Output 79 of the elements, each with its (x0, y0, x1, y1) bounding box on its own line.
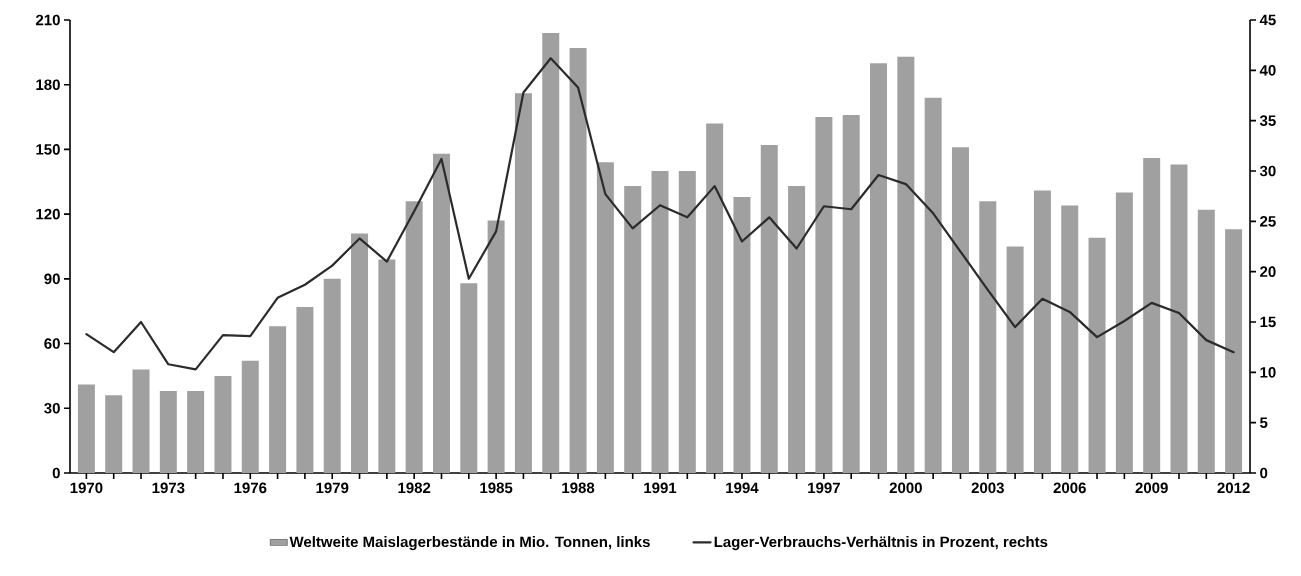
bar (214, 375, 232, 473)
x-tick-label: 1991 (644, 482, 677, 494)
x-tick-label: 1979 (316, 482, 349, 494)
x-tick-label: 2003 (971, 482, 1004, 494)
bar (678, 171, 696, 473)
bar (1088, 237, 1106, 473)
bar (733, 196, 751, 473)
bar (487, 220, 505, 473)
line-series (85, 57, 1235, 371)
bar (815, 117, 833, 473)
bar (870, 63, 888, 473)
bar (951, 147, 969, 473)
y2-tick-label: 10 (1260, 367, 1276, 378)
y2-tick-label: 45 (1259, 14, 1276, 26)
bar (569, 48, 587, 473)
bar (187, 391, 205, 473)
bar (1225, 229, 1243, 473)
bar (77, 384, 95, 473)
bar (132, 369, 150, 473)
bar (514, 93, 532, 473)
y-tick-label: 60 (44, 338, 60, 349)
y2-tick-label: 30 (1259, 165, 1276, 177)
y-tick-label: 210 (35, 14, 60, 26)
bar (924, 97, 942, 473)
x-tick-label: 1976 (234, 482, 267, 494)
bar (432, 153, 450, 473)
bar (378, 259, 396, 473)
bar (460, 283, 478, 473)
y-tick-label: 120 (36, 208, 60, 220)
legend-label: Weltweite Maislagerbestände in Mio. Tonnen, links (289, 536, 650, 551)
bar (351, 233, 369, 473)
y-tick-label: 180 (36, 79, 60, 91)
bar (624, 186, 642, 473)
x-tick-label: 2006 (1053, 482, 1086, 494)
x-tick-label: 2009 (1135, 482, 1168, 494)
bar (651, 171, 669, 473)
bar (1033, 190, 1051, 473)
bar (788, 186, 806, 473)
bar (1197, 209, 1215, 473)
bar (760, 145, 778, 473)
y2-tick-label: 5 (1260, 417, 1268, 428)
bar (241, 360, 259, 473)
x-tick-label: 1994 (726, 482, 759, 494)
x-tick-label: 1982 (398, 482, 431, 494)
bar (1061, 205, 1079, 473)
y2-tick-label: 25 (1260, 216, 1276, 227)
bar (706, 123, 724, 473)
x-tick-label: 1997 (808, 482, 840, 494)
bar (1170, 164, 1188, 473)
y-tick-label: 90 (44, 273, 60, 285)
bar (269, 326, 287, 473)
bar (159, 391, 177, 473)
x-tick-label: 2012 (1217, 482, 1250, 494)
bar (1006, 246, 1024, 473)
y-tick-label: 150 (36, 144, 60, 155)
x-tick-label: 1988 (562, 482, 595, 494)
bar (542, 32, 560, 473)
bar (323, 278, 341, 473)
x-tick-label: 2000 (889, 482, 922, 494)
y2-tick-label: 20 (1260, 266, 1276, 277)
bar (1143, 158, 1161, 473)
x-tick-label: 1973 (152, 482, 185, 494)
bar (596, 162, 614, 473)
bar (979, 201, 997, 473)
y2-tick-label: 35 (1259, 115, 1276, 126)
bar (296, 306, 314, 473)
y2-tick-label: 40 (1259, 65, 1276, 76)
y2-tick-label: 0 (1260, 467, 1268, 479)
bar (1115, 192, 1133, 473)
bar (105, 395, 123, 473)
legend-label: Lager-Verbrauchs-Verhältnis in Prozent, rechts (714, 536, 1048, 551)
x-tick-label: 1985 (480, 482, 513, 494)
y-tick-label: 0 (52, 467, 60, 479)
bar (897, 56, 915, 473)
y2-tick-label: 15 (1260, 316, 1276, 328)
bar (842, 114, 860, 473)
x-tick-label: 1970 (70, 482, 103, 494)
bar (405, 201, 423, 473)
y-tick-label: 30 (44, 402, 60, 414)
